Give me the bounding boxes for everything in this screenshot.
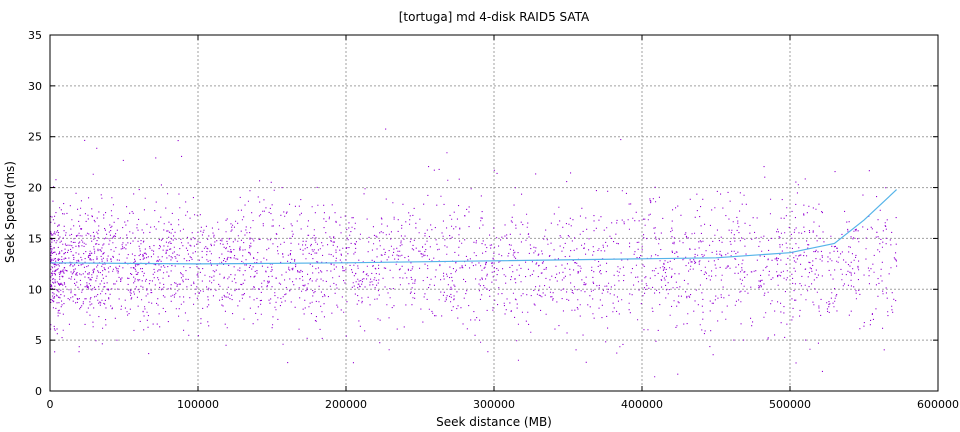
y-tick-label: 20 (28, 182, 42, 195)
x-tick-label: 0 (47, 398, 54, 411)
scatter-points (50, 128, 898, 378)
y-tick-label: 0 (35, 385, 42, 398)
trend-line (49, 189, 898, 265)
y-tick-label: 10 (28, 283, 42, 296)
x-tick-label: 400000 (621, 398, 663, 411)
x-tick-label: 100000 (177, 398, 219, 411)
y-tick-label: 30 (28, 80, 42, 93)
y-tick-label: 25 (28, 131, 42, 144)
x-tick-label: 500000 (769, 398, 811, 411)
scatter-point-cloud (50, 128, 898, 378)
x-axis-label: Seek distance (MB) (436, 415, 552, 429)
y-axis-label: Seek Speed (ms) (3, 161, 17, 263)
trend-line-layer (49, 189, 898, 265)
y-tick-label: 15 (28, 232, 42, 245)
chart-title: [tortuga] md 4-disk RAID5 SATA (399, 10, 590, 24)
x-tick-label: 600000 (917, 398, 959, 411)
x-tick-label: 300000 (473, 398, 515, 411)
x-tick-label: 200000 (325, 398, 367, 411)
y-tick-label: 5 (35, 334, 42, 347)
axis-ticks: 0 100000 200000 300000 400000 500000 600000 0 5 1… (28, 29, 959, 411)
y-tick-label: 35 (28, 29, 42, 42)
grid-lines (50, 35, 938, 391)
